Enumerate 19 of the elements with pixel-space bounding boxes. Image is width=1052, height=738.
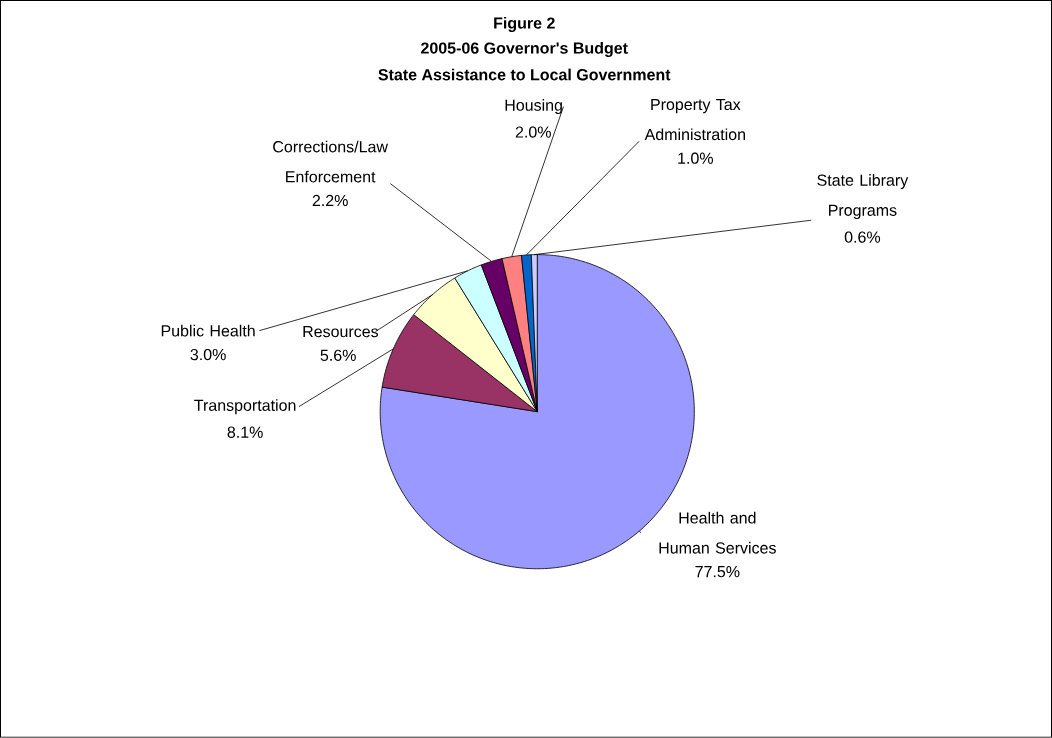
slice-label: Housing — [505, 99, 562, 115]
data-label: 8.1% — [227, 426, 263, 438]
data-label: 1.0% — [678, 152, 714, 164]
data-label: 2.2% — [312, 194, 348, 207]
data-label: 77.5% — [695, 566, 740, 578]
chart-title: 2005-06 Governor's Budget — [421, 42, 628, 58]
slice-label: Transportation — [194, 399, 296, 415]
data-label: 0.6% — [844, 231, 881, 243]
data-label: 5.6% — [320, 349, 356, 362]
chart-subtitle: State Assistance to Local Government — [378, 68, 671, 81]
data-label: 3.0% — [190, 349, 226, 361]
caption: Figure 2 — [494, 17, 555, 33]
slice-label: Resources — [303, 326, 379, 338]
slice-label: Public Health — [161, 324, 255, 337]
slice-label: Property Tax Administration — [644, 99, 745, 141]
slice-label: State Library Programs — [817, 174, 909, 220]
slice-label: Health and Human Services — [659, 511, 776, 554]
slice-label: Corrections/Law Enforcement — [273, 140, 389, 183]
data-label: 2.0% — [515, 126, 551, 138]
